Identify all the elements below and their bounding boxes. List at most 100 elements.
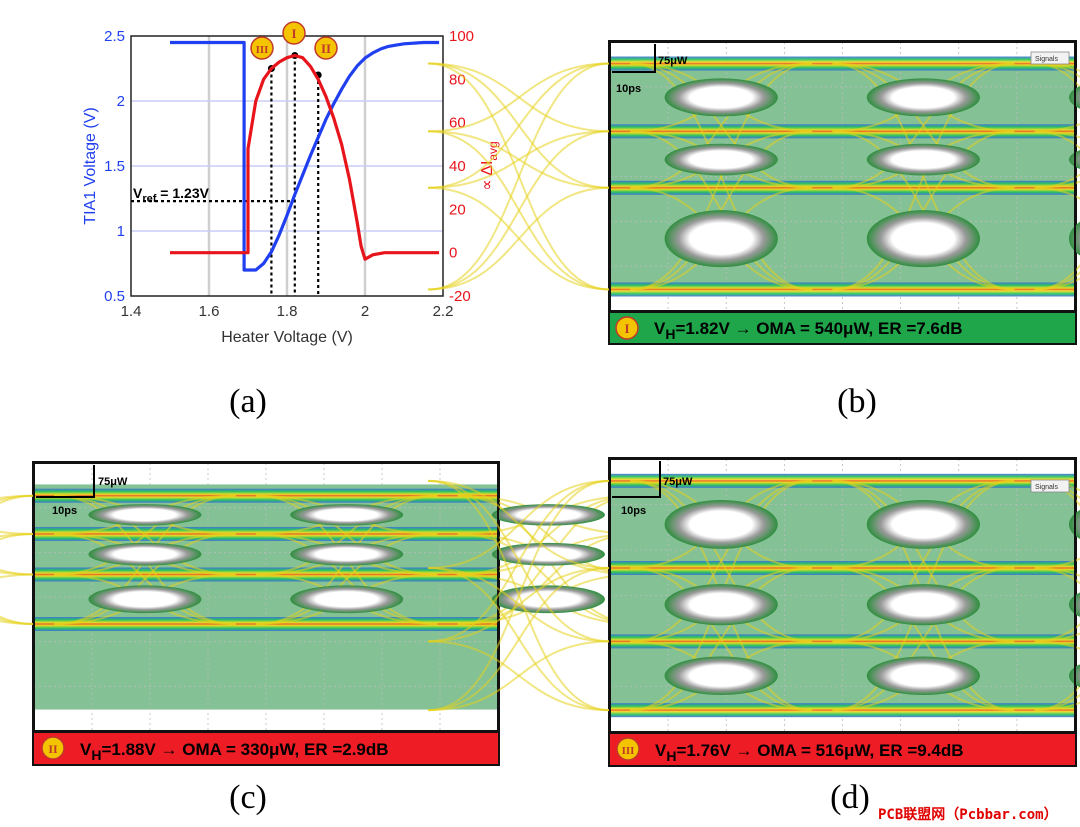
- panel-b-marker-icon: [615, 316, 639, 340]
- eye-opening: [290, 585, 404, 614]
- panel-b-caption: VH=1.82V → OMA = 540μW, ER =7.6dB: [654, 319, 963, 342]
- panel-b-marker-label: I: [624, 321, 629, 336]
- vref-annotation: Vref = 1.23V: [133, 185, 210, 205]
- eye-transition: [832, 479, 1015, 643]
- panel-c-caption: VH=1.88V → OMA = 330μW, ER =2.9dB: [80, 740, 389, 763]
- series-delta-i: [170, 53, 440, 261]
- eye-transition: [0, 494, 35, 499]
- y-tick-label: 1: [117, 223, 125, 240]
- panel-c-marker-label: II: [48, 742, 58, 756]
- eye-transition: [0, 532, 35, 541]
- panel-b-corner-box: [1030, 51, 1070, 65]
- eye-opening: [88, 542, 202, 566]
- panel-b-scale-bar: [612, 44, 656, 73]
- eye-transition: [428, 479, 611, 643]
- vref-label: V: [133, 185, 143, 201]
- eye-opening: [491, 542, 605, 566]
- eye-transition: [428, 130, 611, 189]
- eye-diagram-b: [428, 41, 1080, 312]
- eye-transition: [630, 62, 813, 291]
- chart-a-guides: [131, 52, 322, 296]
- panel-d-caption: VH=1.76V → OMA = 516μW, ER =9.4dB: [655, 741, 964, 764]
- eye-transition: [832, 62, 1015, 291]
- eye-transition: [1034, 186, 1080, 200]
- marker-badge-icon: [282, 21, 306, 45]
- eye-transition: [1034, 62, 1080, 79]
- y2-tick-label: 40: [449, 158, 466, 175]
- x-tick-label: 2: [361, 303, 369, 320]
- eye-opening: [866, 78, 980, 117]
- eye-transition: [1034, 122, 1080, 133]
- y-tick-label: 2: [117, 93, 125, 110]
- eye-transition: [0, 532, 35, 538]
- eye-transition: [428, 62, 611, 133]
- panel-d: 75μW 10ps Signals III VH=1.76V → OMA = 5…: [428, 457, 1080, 816]
- panel-c-scale-x: 10ps: [52, 505, 77, 517]
- panel-d-scale-bar: [612, 461, 661, 498]
- y-tick-label: 0.5: [104, 288, 125, 305]
- marker-badge-icon: [250, 36, 274, 60]
- marker-badge-label: I: [291, 26, 296, 41]
- eye-transition: [428, 479, 611, 569]
- eye-transition: [428, 566, 611, 712]
- eye-transition: [0, 573, 35, 579]
- panel-a-label: (a): [229, 383, 267, 420]
- eye-transition: [630, 62, 813, 189]
- eye-transition: [255, 494, 438, 576]
- panel-d-caption-box: [608, 732, 1077, 767]
- eye-transition: [1034, 693, 1080, 712]
- eye-transition: [832, 62, 1015, 189]
- eye-transition: [428, 566, 611, 643]
- eye-transition: [1034, 557, 1080, 569]
- eye-transition: [0, 530, 35, 535]
- eye-transition: [1034, 271, 1080, 291]
- eye-opening: [88, 585, 202, 614]
- eye-transition: [0, 615, 35, 626]
- eye-transition: [0, 494, 35, 502]
- panel-b-caption-post: =1.82V → OMA = 540μW, ER =7.6dB: [675, 319, 962, 338]
- eye-transition: [1034, 62, 1080, 72]
- chart-a-x-ticks: 1.4 1.6 1.8 2 2.2: [121, 303, 454, 320]
- eye-transition: [1034, 622, 1080, 643]
- watermark: PCB联盟网（Pcbbar.com）: [878, 807, 1058, 823]
- panel-c-marker-icon: [41, 736, 65, 760]
- eye-transition: [1034, 130, 1080, 150]
- eye-opening: [290, 542, 404, 566]
- vref-value: = 1.23V: [156, 185, 209, 201]
- eye-transition: [428, 186, 611, 291]
- panel-c-caption-box: [32, 731, 500, 766]
- eye-opening: [664, 143, 778, 176]
- panel-b-scale-x: 10ps: [616, 83, 641, 95]
- eye-opening: [866, 210, 980, 268]
- eye-transition: [1034, 684, 1080, 712]
- panel-c-scale-y: 75μW: [98, 476, 128, 488]
- eye-opening: [866, 143, 980, 176]
- marker-badge-label: II: [321, 41, 331, 56]
- panel-d-marker-icon: [616, 737, 640, 761]
- eye-transition: [428, 62, 611, 189]
- marker-badge-icon: [314, 36, 338, 60]
- panel-d-scale-y: 75μW: [663, 476, 693, 488]
- eye-transition: [1034, 632, 1080, 643]
- panel-d-corner-text: Signals: [1035, 484, 1058, 491]
- panel-b-caption-sub: H: [665, 326, 675, 342]
- panel-d-caption-sub: H: [666, 748, 676, 764]
- chart-a-series: [170, 40, 440, 272]
- eye-transition: [1034, 277, 1080, 291]
- y2-tick-label: -20: [449, 288, 471, 305]
- eye-opening: [866, 500, 980, 549]
- panel-b-caption-box: [608, 311, 1077, 345]
- eye-opening: [664, 78, 778, 117]
- eye-opening: [866, 584, 980, 626]
- vref-sub: ref: [142, 193, 156, 205]
- eye-opening: [664, 500, 778, 549]
- eye-transition: [1034, 640, 1080, 650]
- eye-transition: [1034, 173, 1080, 189]
- eye-transition: [1034, 566, 1080, 577]
- panel-d-corner-box: [1030, 479, 1070, 493]
- eye-transition: [1034, 701, 1080, 712]
- eye-transition: [630, 566, 813, 712]
- eye-transition: [1034, 263, 1080, 291]
- x-tick-label: 1.8: [277, 303, 298, 320]
